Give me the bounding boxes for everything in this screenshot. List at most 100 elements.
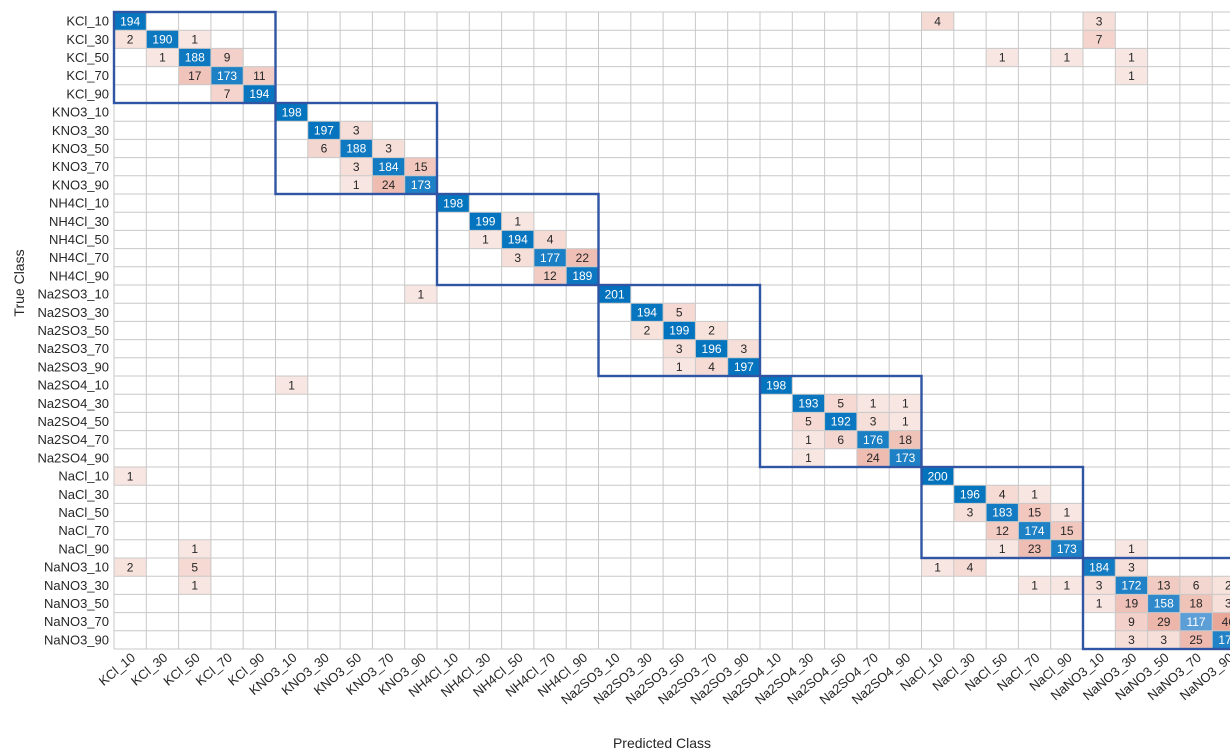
matrix-cell-r13-c13	[533, 248, 567, 267]
matrix-cell-r2-c2	[178, 48, 211, 67]
cell-value-r29-c2: 1	[191, 542, 198, 556]
matrix-cell-r22-c21	[792, 412, 825, 431]
cell-value-r31-c30: 3	[1096, 579, 1103, 593]
cell-value-r10-c10: 198	[443, 196, 463, 210]
matrix-cell-r31-c28	[1018, 576, 1051, 595]
cell-value-r6-c6: 197	[314, 124, 334, 138]
cell-value-r31-c28: 1	[1031, 579, 1038, 593]
cell-value-r19-c17: 1	[676, 360, 683, 374]
cell-value-r31-c32: 13	[1157, 579, 1171, 593]
group-box-nano3	[1081, 556, 1230, 651]
y-tick-label-16: Na2SO3_30	[37, 305, 109, 320]
y-tick-label-34: NaNO3_90	[44, 632, 109, 647]
cell-value-r27-c28: 15	[1028, 506, 1042, 520]
cell-value-r2-c27: 1	[999, 51, 1006, 65]
y-tick-label-8: KNO3_70	[52, 159, 109, 174]
cell-value-r21-c22: 5	[837, 397, 844, 411]
matrix-cell-r18-c19	[727, 339, 760, 358]
cell-value-r27-c29: 1	[1064, 506, 1071, 520]
matrix-cell-r29-c28	[1018, 539, 1051, 558]
cell-value-r29-c28: 23	[1028, 542, 1042, 556]
matrix-cell-r17-c16	[630, 321, 664, 340]
matrix-cell-r9-c7	[340, 175, 373, 194]
y-tick-label-33: NaNO3_70	[44, 614, 109, 629]
matrix-cell-r27-c26	[953, 503, 987, 522]
matrix-cell-r7-c6	[307, 139, 341, 158]
cell-value-r13-c14: 22	[576, 251, 590, 265]
matrix-cell-r34-c32	[1147, 630, 1180, 649]
cell-value-r23-c22: 6	[837, 433, 844, 447]
matrix-cell-r20-c20	[760, 376, 793, 395]
cell-value-r16-c16: 194	[637, 306, 657, 320]
cell-value-r30-c0: 2	[127, 560, 134, 574]
cell-value-r0-c25: 4	[934, 14, 941, 28]
cell-value-r25-c25: 200	[928, 469, 948, 483]
y-tick-label-18: Na2SO3_70	[37, 341, 109, 356]
cell-value-r29-c27: 1	[999, 542, 1006, 556]
y-tick-label-12: NH4Cl_50	[49, 232, 109, 247]
cell-value-r33-c34: 46	[1222, 615, 1230, 629]
y-tick-label-13: NH4Cl_70	[49, 250, 109, 265]
matrix-cell-r1-c1	[146, 30, 179, 49]
matrix-cell-r4-c4	[243, 84, 276, 103]
cell-value-r21-c21: 193	[798, 397, 818, 411]
matrix-cell-r27-c28	[1018, 503, 1051, 522]
cell-value-r28-c29: 15	[1060, 524, 1074, 538]
cell-value-r29-c31: 1	[1128, 542, 1135, 556]
y-tick-label-5: KNO3_10	[52, 105, 109, 120]
cell-value-r21-c24: 1	[902, 397, 909, 411]
matrix-cell-r21-c22	[824, 394, 857, 413]
cell-value-r18-c18: 196	[702, 342, 722, 356]
matrix-cell-r25-c25	[921, 467, 954, 486]
matrix-cell-r14-c14	[566, 266, 599, 285]
matrix-cell-r23-c21	[792, 430, 825, 449]
cell-value-r27-c27: 183	[992, 506, 1012, 520]
matrix-cell-r34-c34	[1212, 630, 1230, 649]
cell-value-r22-c23: 3	[870, 415, 877, 429]
y-tick-label-30: NaNO3_10	[44, 560, 109, 575]
cell-value-r26-c27: 4	[999, 488, 1006, 502]
cell-value-r33-c31: 9	[1128, 615, 1135, 629]
matrix-cell-r9-c8	[372, 175, 405, 194]
matrix-cell-r16-c16	[630, 303, 664, 322]
matrix-cell-r30-c31	[1115, 558, 1148, 577]
matrix-cell-r2-c27	[986, 48, 1019, 67]
matrix-cell-r22-c23	[856, 412, 890, 431]
matrix-cell-r31-c31	[1115, 576, 1148, 595]
matrix-cell-r34-c31	[1115, 630, 1148, 649]
y-tick-label-9: KNO3_90	[52, 177, 109, 192]
group-box-kno3	[274, 101, 439, 196]
y-tick-label-19: Na2SO3_90	[37, 359, 109, 374]
matrix-cell-r19-c18	[695, 357, 728, 376]
cell-value-r31-c31: 172	[1121, 579, 1141, 593]
cell-value-r19-c19: 197	[734, 360, 754, 374]
cell-value-r29-c29: 173	[1057, 542, 1077, 556]
y-tick-label-1: KCl_30	[66, 32, 109, 47]
matrix-cell-r18-c17	[663, 339, 696, 358]
cell-value-r17-c17: 199	[669, 324, 689, 338]
cell-value-r24-c24: 173	[895, 451, 915, 465]
group-box-nh4cl	[435, 192, 600, 287]
cell-value-r28-c28: 174	[1025, 524, 1045, 538]
cell-value-r21-c23: 1	[870, 397, 877, 411]
matrix-cell-r18-c18	[695, 339, 728, 358]
cell-value-r30-c26: 4	[967, 560, 974, 574]
matrix-cell-r9-c9	[404, 175, 437, 194]
cell-value-r15-c9: 1	[418, 287, 425, 301]
cell-value-r12-c11: 1	[482, 233, 489, 247]
matrix-cell-r1-c30	[1083, 30, 1116, 49]
cell-value-r3-c3: 173	[217, 69, 237, 83]
y-tick-label-7: KNO3_50	[52, 141, 109, 156]
cell-value-r9-c9: 173	[411, 178, 431, 192]
matrix-cell-r26-c26	[953, 485, 987, 504]
cell-value-r33-c32: 29	[1157, 615, 1171, 629]
matrix-cell-r11-c12	[501, 212, 534, 231]
matrix-cell-r5-c5	[275, 103, 308, 122]
matrix-cell-r31-c29	[1050, 576, 1083, 595]
matrix-cell-r8-c7	[340, 157, 373, 176]
y-tick-label-26: NaCl_30	[58, 487, 109, 502]
cell-value-r32-c31: 19	[1125, 597, 1139, 611]
cell-value-r31-c2: 1	[191, 579, 198, 593]
cell-value-r31-c33: 6	[1193, 579, 1200, 593]
